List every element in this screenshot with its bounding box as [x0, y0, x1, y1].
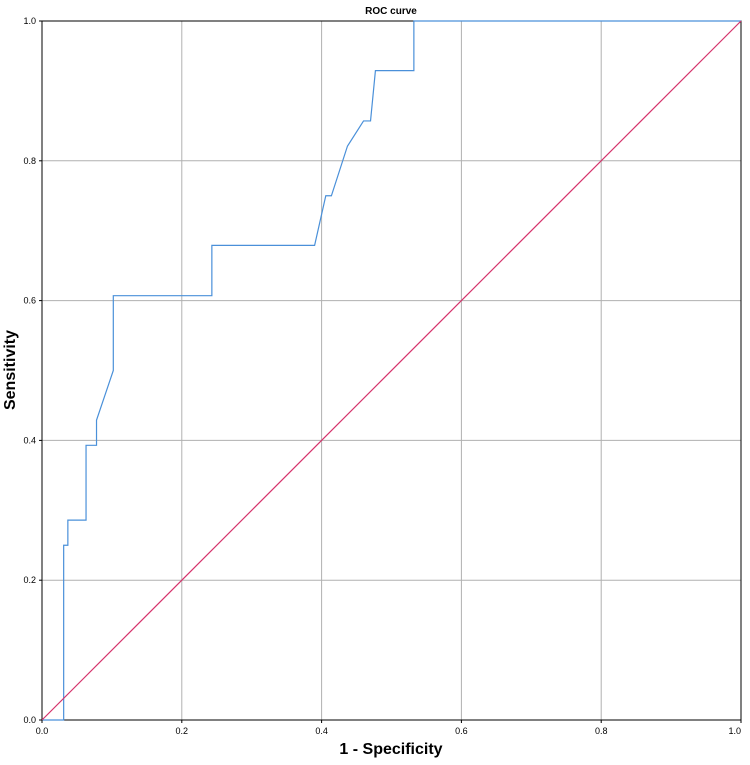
grid-lines	[42, 21, 741, 720]
x-tick-label: 0.8	[595, 726, 608, 736]
x-tick-label: 0.6	[455, 726, 468, 736]
x-tick-label: 1.0	[728, 726, 741, 736]
y-axis-ticks: 0.0 0.2 0.4 0.6 0.8 1.0	[23, 16, 42, 725]
x-tick-label: 0.4	[315, 726, 328, 736]
chart-title: ROC curve	[365, 6, 417, 17]
y-tick-label: 1.0	[23, 16, 36, 26]
series-layer	[41, 20, 742, 721]
x-axis-title: 1 - Specificity	[339, 741, 442, 758]
y-tick-label: 0.8	[23, 156, 36, 166]
y-tick-label: 0.2	[23, 575, 36, 585]
x-tick-label: 0.2	[176, 726, 189, 736]
roc-curve-line	[42, 20, 741, 721]
y-axis-title: Sensitivity	[2, 330, 19, 410]
x-tick-label: 0.0	[36, 726, 49, 736]
y-tick-label: 0.0	[23, 715, 36, 725]
reference-diagonal-line	[41, 20, 742, 721]
x-axis-ticks: 0.0 0.2 0.4 0.6 0.8 1.0	[36, 720, 742, 736]
plot-frame	[41, 20, 742, 721]
y-tick-label: 0.4	[23, 435, 36, 445]
y-tick-label: 0.6	[23, 296, 36, 306]
